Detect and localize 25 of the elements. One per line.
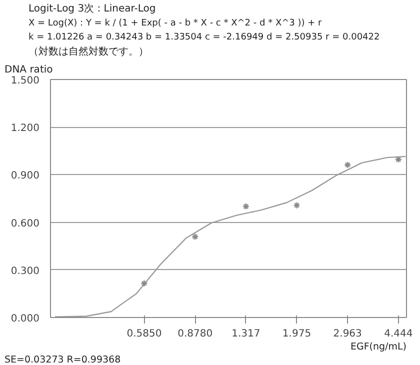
point: [192, 233, 199, 240]
text: SE=0.03273 R=0.99368: [4, 354, 121, 365]
y-tick-label: 1.500: [10, 76, 40, 86]
x-tick-label: 0.5850: [126, 328, 162, 340]
y-tick-label: 1.200: [10, 123, 40, 134]
x-tick-label: 4.444: [384, 328, 413, 340]
text: X = Log(X) : Y = k / (1 + Exp( - a - b * X - c * X^2 - d * X^3 )) + r: [28, 18, 322, 28]
point: [242, 202, 250, 210]
x-tick-label: 1.975: [282, 328, 312, 340]
x-tick-label: 0.8780: [178, 328, 213, 340]
text: （対数は自然対数です。）: [28, 46, 148, 58]
y-tick-label: 0.300: [10, 266, 40, 277]
y-tick-label: 0.900: [10, 170, 40, 182]
x-tick-label: 1.317: [232, 328, 260, 340]
point: [140, 280, 148, 287]
y-tick-label: 0.600: [10, 218, 40, 230]
x-axis-title: EGF(ng/mL): [350, 342, 407, 352]
point: [344, 161, 352, 168]
x-tick-label: 2.963: [333, 328, 362, 340]
point: [293, 202, 300, 209]
y-axis-title: DNA ratio: [4, 64, 53, 76]
text: k = 1.01226 a = 0.34243 b = 1.33504 c = -2.16949 d = 2.50935 r = 0.00422: [28, 32, 380, 42]
y-tick-label: 0.000: [10, 314, 40, 324]
chart-title: Logit-Log 3次 : Linear-Log: [28, 4, 156, 14]
point: [394, 156, 402, 164]
